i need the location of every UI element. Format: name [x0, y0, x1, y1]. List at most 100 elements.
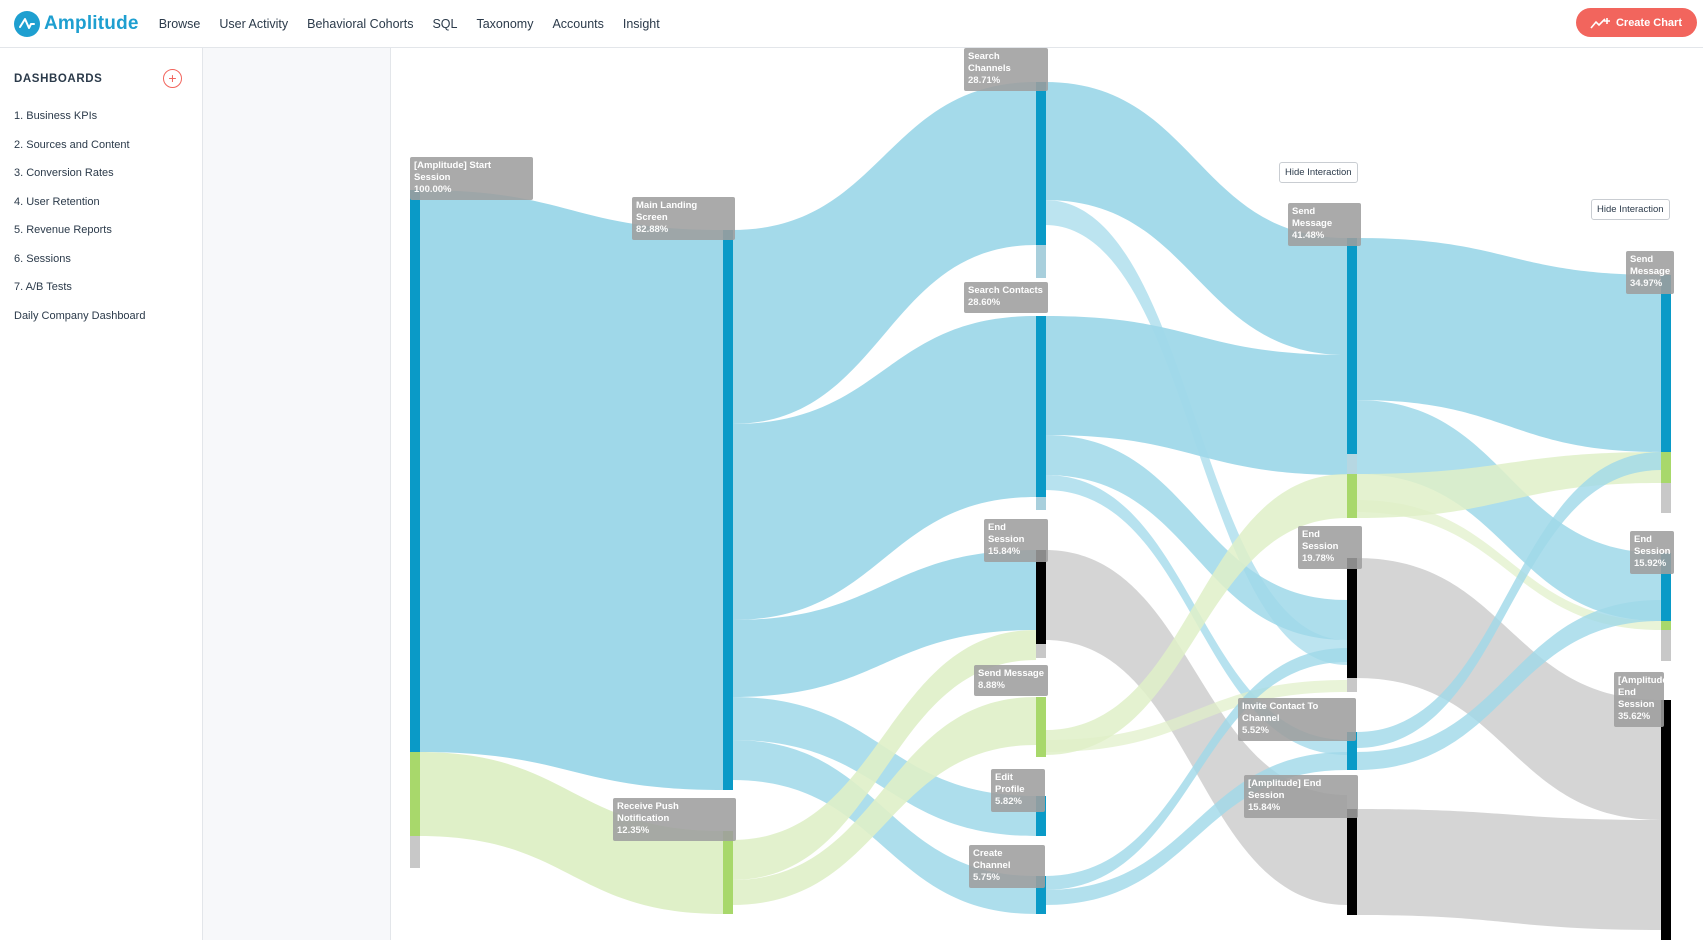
sankey-flow[interactable]: [1045, 752, 1347, 905]
sankey-node-bar[interactable]: [1347, 238, 1357, 454]
sankey-flow[interactable]: [732, 550, 1036, 697]
sankey-node-bar[interactable]: [1036, 497, 1046, 510]
sankey-node-label[interactable]: [Amplitude] End Session 35.62%: [1614, 672, 1671, 727]
create-chart-label: Create Chart: [1615, 16, 1682, 29]
nav-accounts[interactable]: Accounts: [552, 16, 604, 31]
sankey-node-bar[interactable]: [1036, 245, 1046, 278]
sankey-node-label[interactable]: Search Channels 28.71%: [964, 48, 1048, 91]
node-name: End Session: [1302, 529, 1339, 552]
sankey-node-bar[interactable]: [1661, 553, 1671, 621]
dashboard-item[interactable]: 6. Sessions: [14, 252, 71, 265]
sankey-node-bar[interactable]: [410, 836, 420, 868]
sankey-node-label[interactable]: [Amplitude] Start Session 100.00%: [410, 157, 533, 200]
sankey-flow[interactable]: [1045, 474, 1347, 755]
sankey-node-bar[interactable]: [1036, 697, 1046, 757]
amplitude-logo[interactable]: Amplitude: [14, 10, 139, 37]
node-percent: 28.60%: [968, 297, 1001, 308]
node-percent: 12.35%: [617, 825, 650, 836]
sankey-node-bar[interactable]: [1661, 700, 1671, 940]
sankey-node-label[interactable]: End Session 19.78%: [1298, 526, 1362, 569]
sankey-flow[interactable]: [419, 190, 723, 790]
sankey-node-bar[interactable]: [1347, 809, 1357, 915]
sankey-node-label[interactable]: Create Channel 5.75%: [969, 845, 1045, 888]
sankey-node-bar[interactable]: [1661, 483, 1671, 513]
sankey-flow[interactable]: [1045, 648, 1347, 890]
sankey-node-bar[interactable]: [1347, 474, 1357, 518]
nav-browse[interactable]: Browse: [158, 16, 201, 31]
node-name: Invite Contact To Channel: [1242, 701, 1319, 724]
sankey-flow[interactable]: [1045, 316, 1347, 475]
top-navigation-bar: Amplitude Browse User Activity Behaviora…: [0, 0, 1703, 48]
sankey-node-bar[interactable]: [1661, 621, 1671, 630]
nav-sql[interactable]: SQL: [432, 16, 458, 31]
sankey-node-label[interactable]: [Amplitude] End Session 15.84%: [1244, 775, 1358, 818]
sankey-node-label[interactable]: Receive Push Notification 12.35%: [613, 798, 736, 841]
sankey-node-label[interactable]: Invite Contact To Channel 5.52%: [1238, 698, 1356, 741]
sankey-node-bar[interactable]: [1347, 732, 1357, 770]
hide-interaction-button-2[interactable]: Hide Interaction: [1591, 199, 1670, 220]
sankey-node-bar[interactable]: [1347, 454, 1357, 474]
node-percent: 15.84%: [988, 546, 1021, 557]
sankey-flow[interactable]: [732, 82, 1036, 424]
node-percent: 28.71%: [968, 75, 1001, 86]
sankey-node-bar[interactable]: [1036, 316, 1046, 497]
nav-behavioral-cohorts[interactable]: Behavioral Cohorts: [307, 16, 414, 31]
sankey-flow[interactable]: [1356, 500, 1661, 630]
nav-user-activity[interactable]: User Activity: [219, 16, 289, 31]
sankey-node-label[interactable]: Send Message 34.97%: [1626, 251, 1674, 294]
sankey-flow[interactable]: [732, 740, 1036, 914]
sankey-node-label[interactable]: Edit Profile 5.82%: [991, 769, 1045, 812]
plus-icon: +: [168, 70, 177, 86]
node-name: Search Channels: [968, 51, 1011, 74]
sankey-node-bar[interactable]: [1036, 796, 1046, 836]
sankey-node-bar[interactable]: [1036, 82, 1046, 245]
node-percent: 100.00%: [414, 184, 452, 195]
sankey-node-label[interactable]: Main Landing Screen 82.88%: [632, 197, 735, 240]
dashboard-item[interactable]: 1. Business KPIs: [14, 110, 98, 122]
sankey-node-bar[interactable]: [723, 831, 733, 914]
dashboard-item[interactable]: 4. User Retention: [14, 195, 100, 208]
sankey-flow[interactable]: [732, 630, 1036, 880]
dashboard-item[interactable]: Daily Company Dashboard: [14, 309, 146, 322]
sankey-node-label[interactable]: Send Message 41.48%: [1288, 203, 1361, 246]
sankey-node-bar[interactable]: [1347, 558, 1357, 678]
left-gutter: [203, 48, 391, 940]
sankey-flow[interactable]: [1356, 600, 1661, 770]
sankey-node-bar[interactable]: [723, 230, 733, 790]
add-dashboard-button[interactable]: +: [163, 69, 182, 88]
sankey-flow[interactable]: [1356, 809, 1661, 930]
sankey-node-label[interactable]: End Session 15.92%: [1630, 531, 1674, 574]
sankey-node-label[interactable]: Send Message 8.88%: [974, 665, 1048, 696]
dashboard-item[interactable]: 2. Sources and Content: [14, 138, 130, 151]
sankey-node-bar[interactable]: [1661, 275, 1671, 452]
dashboard-item[interactable]: 3. Conversion Rates: [14, 167, 114, 179]
sankey-node-bar[interactable]: [1347, 678, 1357, 692]
sankey-node-label[interactable]: End Session 15.84%: [984, 519, 1048, 562]
sankey-flow[interactable]: [1045, 82, 1347, 355]
app-name: Amplitude: [44, 12, 139, 34]
sankey-flow[interactable]: [1045, 435, 1347, 640]
sankey-flow[interactable]: [1356, 238, 1661, 452]
hide-interaction-button-1[interactable]: Hide Interaction: [1279, 162, 1358, 183]
sankey-node-label[interactable]: Search Contacts 28.60%: [964, 282, 1048, 313]
sankey-node-bar[interactable]: [1036, 644, 1046, 658]
sankey-flow[interactable]: [419, 752, 723, 914]
node-percent: 5.75%: [973, 872, 1000, 883]
sankey-node-bar[interactable]: [1661, 630, 1671, 661]
sankey-node-bar[interactable]: [1036, 550, 1046, 644]
sankey-flow[interactable]: [732, 697, 1036, 905]
dashboards-sidebar: DASHBOARDS + 1. Business KPIs 2. Sources…: [0, 48, 203, 940]
sankey-node-bar[interactable]: [410, 190, 420, 752]
sankey-flow[interactable]: [1356, 452, 1661, 748]
nav-taxonomy[interactable]: Taxonomy: [476, 16, 534, 31]
sankey-flow[interactable]: [732, 316, 1036, 620]
sankey-node-bar[interactable]: [410, 752, 420, 836]
dashboard-item[interactable]: 7. A/B Tests: [14, 281, 72, 293]
dashboard-item[interactable]: 5. Revenue Reports: [14, 224, 112, 236]
create-chart-button[interactable]: Create Chart: [1575, 8, 1697, 37]
nav-insight[interactable]: Insight: [622, 16, 660, 31]
sankey-flow[interactable]: [1356, 400, 1661, 621]
sankey-node-bar[interactable]: [1036, 876, 1046, 914]
sankey-node-bar[interactable]: [1661, 452, 1671, 483]
sankey-flow[interactable]: [1356, 452, 1661, 518]
